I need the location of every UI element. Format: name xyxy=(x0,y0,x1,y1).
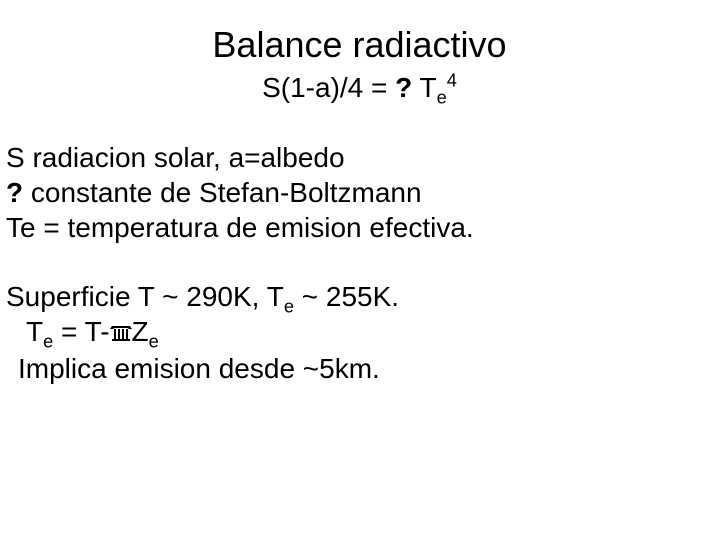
slide: Balance radiactivo S(1-a)/4 = ? Te4 S ra… xyxy=(0,0,719,539)
equation-lhs: S(1-a)/4 = xyxy=(262,72,395,103)
line-surface-temps: Superficie T ~ 290K, Te ~ 255K. xyxy=(6,279,719,314)
surface-part-b: ~ 255K. xyxy=(294,281,399,312)
surface-part-a: Superficie T ~ 290K, T xyxy=(6,281,284,312)
te-eq-sub2: e xyxy=(149,332,159,352)
te-eq-c: Z xyxy=(132,316,149,347)
line-stefan-rest: constante de Stefan-Boltzmann xyxy=(23,177,421,208)
slide-title: Balance radiactivo xyxy=(0,24,719,66)
te-eq-sub1: e xyxy=(43,332,53,352)
equation-te-base: T xyxy=(420,72,437,103)
spacer xyxy=(6,245,719,279)
te-eq-a: T xyxy=(26,316,43,347)
line-solar-albedo: S radiacion solar, a=albedo xyxy=(6,140,719,175)
line-te-definition: Te = temperatura de emision efectiva. xyxy=(6,210,719,245)
line-emission-5km: Implica emision desde ~5km. xyxy=(6,351,719,386)
surface-te-sub: e xyxy=(284,297,294,317)
line-te-equation: Te = T- Ze xyxy=(6,314,719,351)
equation-te-sup: 4 xyxy=(447,71,457,91)
slide-body: S radiacion solar, a=albedo ? constante … xyxy=(0,140,719,386)
sigma-symbol-inline: ? xyxy=(6,175,23,210)
te-eq-b: = T- xyxy=(53,316,109,347)
balance-equation: S(1-a)/4 = ? Te4 xyxy=(0,72,719,104)
sigma-symbol: ? xyxy=(395,72,412,104)
equation-te-sub: e xyxy=(437,88,447,108)
line-stefan-boltzmann: ? constante de Stefan-Boltzmann xyxy=(6,175,719,210)
gamma-icon xyxy=(110,316,132,351)
